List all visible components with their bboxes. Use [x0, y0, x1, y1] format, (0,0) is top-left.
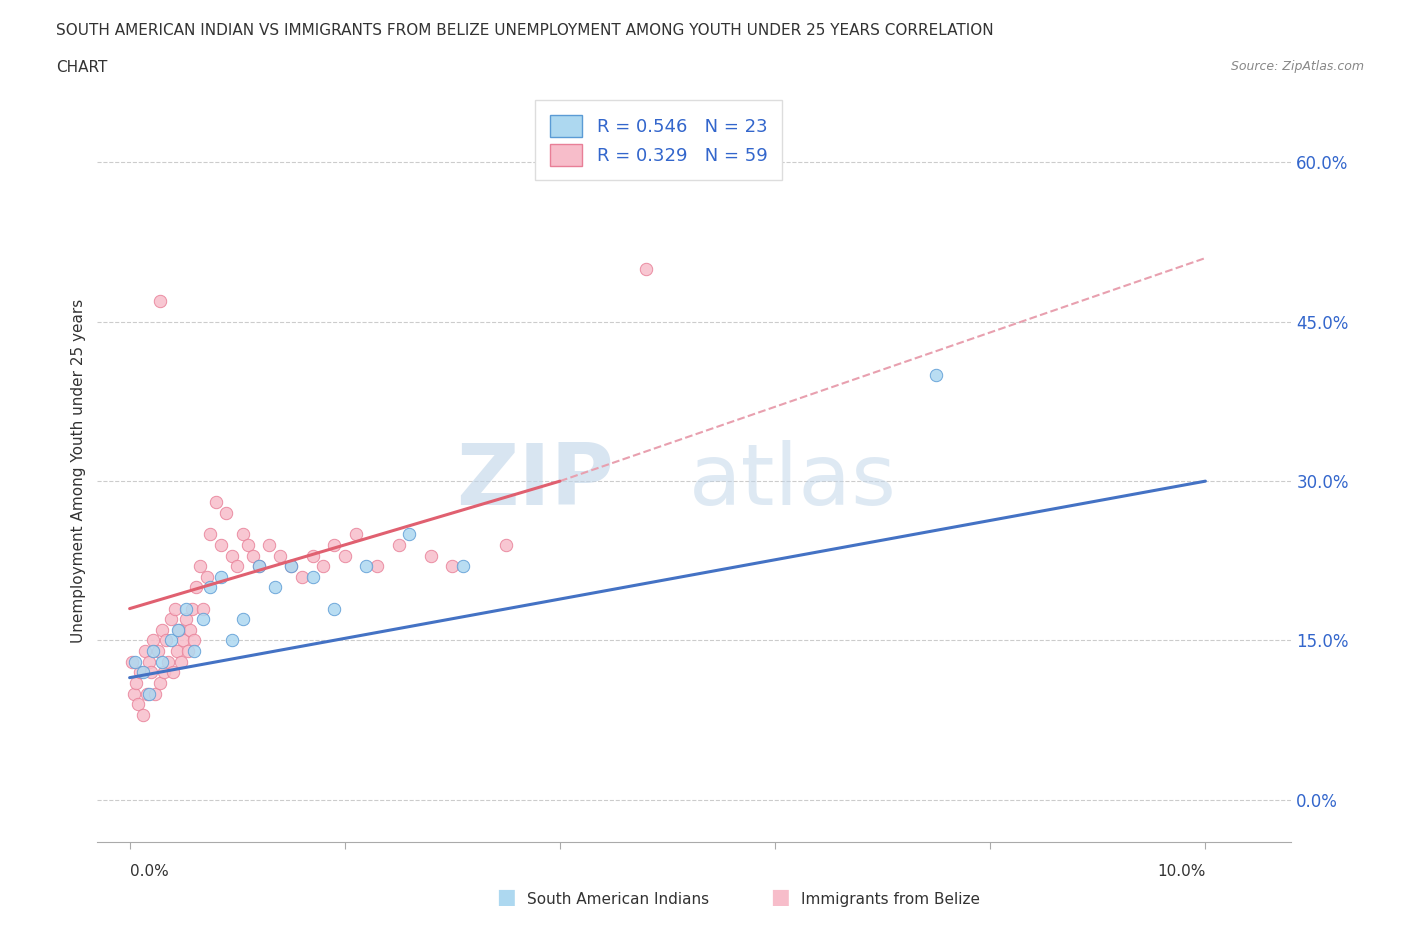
Text: Source: ZipAtlas.com: Source: ZipAtlas.com	[1230, 60, 1364, 73]
Point	[177, 644, 200, 658]
Point	[150, 622, 173, 637]
Point	[200, 580, 222, 595]
Point	[925, 367, 948, 382]
Point	[183, 633, 205, 648]
Point	[441, 559, 464, 574]
Point	[204, 495, 226, 510]
Point	[344, 526, 367, 541]
Text: ZIP: ZIP	[456, 440, 614, 523]
Point	[134, 644, 156, 658]
Point	[323, 601, 346, 616]
Point	[634, 261, 657, 276]
Point	[142, 633, 165, 648]
Point	[242, 548, 264, 563]
Point	[138, 686, 160, 701]
Point	[232, 526, 254, 541]
Point	[419, 548, 441, 563]
Point	[167, 622, 190, 637]
Point	[209, 569, 232, 584]
Point	[162, 665, 184, 680]
Point	[163, 601, 186, 616]
Point	[122, 686, 145, 701]
Point	[236, 538, 259, 552]
Point	[191, 601, 214, 616]
Point	[221, 633, 243, 648]
Point	[215, 506, 238, 521]
Point	[333, 548, 356, 563]
Point	[226, 559, 249, 574]
Point	[356, 559, 378, 574]
Point	[155, 633, 177, 648]
Point	[174, 612, 197, 627]
Point	[186, 580, 208, 595]
Point	[209, 538, 232, 552]
Point	[124, 655, 146, 670]
Text: 0.0%: 0.0%	[129, 864, 169, 879]
Point	[269, 548, 291, 563]
Point	[387, 538, 409, 552]
Point	[366, 559, 388, 574]
Point	[159, 612, 181, 627]
Point	[280, 559, 302, 574]
Text: ■: ■	[496, 886, 516, 907]
Point	[170, 655, 193, 670]
Point	[183, 644, 205, 658]
Point	[131, 665, 153, 680]
Text: atlas: atlas	[689, 440, 897, 523]
Point	[312, 559, 335, 574]
Point	[191, 612, 214, 627]
Point	[259, 538, 281, 552]
Y-axis label: Unemployment Among Youth under 25 years: Unemployment Among Youth under 25 years	[72, 299, 86, 643]
Text: 10.0%: 10.0%	[1157, 864, 1205, 879]
Point	[247, 559, 270, 574]
Point	[495, 538, 517, 552]
Point	[146, 644, 169, 658]
Point	[195, 569, 218, 584]
Point	[174, 601, 197, 616]
Text: Immigrants from Belize: Immigrants from Belize	[801, 892, 980, 907]
Point	[221, 548, 243, 563]
Point	[121, 655, 143, 670]
Point	[149, 675, 172, 690]
Point	[247, 559, 270, 574]
Point	[131, 708, 153, 723]
Point	[129, 665, 152, 680]
Point	[157, 655, 180, 670]
Point	[200, 526, 222, 541]
Point	[179, 622, 201, 637]
Point	[139, 665, 162, 680]
Point	[166, 644, 188, 658]
Point	[301, 548, 323, 563]
Point	[188, 559, 211, 574]
Point	[127, 697, 149, 711]
Text: CHART: CHART	[56, 60, 108, 75]
Point	[263, 580, 285, 595]
Point	[149, 293, 172, 308]
Text: South American Indians: South American Indians	[527, 892, 710, 907]
Text: ■: ■	[770, 886, 790, 907]
Point	[232, 612, 254, 627]
Point	[138, 655, 160, 670]
Point	[145, 686, 167, 701]
Point	[150, 655, 173, 670]
Point	[125, 675, 148, 690]
Point	[153, 665, 176, 680]
Point	[398, 526, 420, 541]
Point	[280, 559, 302, 574]
Text: SOUTH AMERICAN INDIAN VS IMMIGRANTS FROM BELIZE UNEMPLOYMENT AMONG YOUTH UNDER 2: SOUTH AMERICAN INDIAN VS IMMIGRANTS FROM…	[56, 23, 994, 38]
Point	[291, 569, 314, 584]
Point	[167, 622, 190, 637]
Legend: R = 0.546   N = 23, R = 0.329   N = 59: R = 0.546 N = 23, R = 0.329 N = 59	[536, 100, 782, 180]
Point	[451, 559, 474, 574]
Point	[323, 538, 346, 552]
Point	[172, 633, 194, 648]
Point	[142, 644, 165, 658]
Point	[301, 569, 323, 584]
Point	[135, 686, 157, 701]
Point	[181, 601, 204, 616]
Point	[159, 633, 181, 648]
